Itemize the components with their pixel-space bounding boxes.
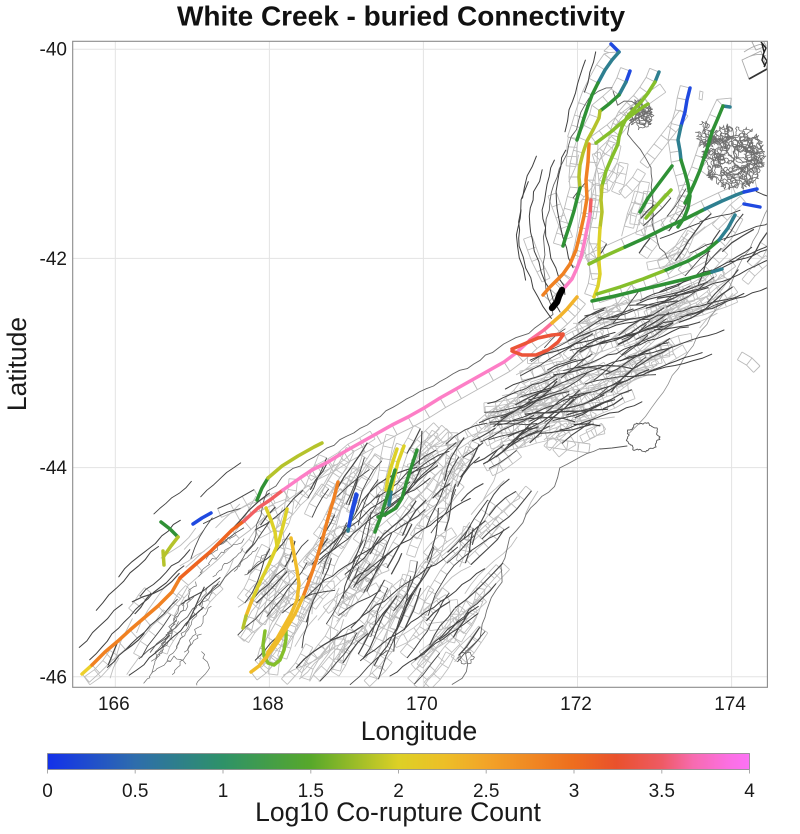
svg-text:3: 3: [569, 781, 580, 802]
svg-text:170: 170: [406, 694, 438, 715]
svg-text:166: 166: [98, 694, 130, 715]
svg-text:1: 1: [218, 781, 229, 802]
svg-text:0.5: 0.5: [122, 781, 148, 802]
svg-text:-40: -40: [40, 40, 67, 61]
svg-text:White Creek - buried Connectiv: White Creek - buried Connectivity: [177, 1, 625, 32]
svg-text:Log10 Co-rupture Count: Log10 Co-rupture Count: [255, 797, 541, 827]
svg-text:174: 174: [714, 694, 746, 715]
svg-text:2: 2: [393, 781, 404, 802]
svg-text:Longitude: Longitude: [361, 716, 477, 746]
svg-text:-46: -46: [40, 667, 67, 688]
svg-text:-42: -42: [40, 249, 67, 270]
svg-text:0: 0: [42, 781, 53, 802]
svg-text:168: 168: [252, 694, 284, 715]
svg-text:3.5: 3.5: [649, 781, 675, 802]
svg-text:2.5: 2.5: [473, 781, 499, 802]
svg-text:Latitude: Latitude: [2, 317, 32, 411]
svg-text:-44: -44: [40, 458, 68, 479]
svg-text:1.5: 1.5: [298, 781, 324, 802]
svg-text:4: 4: [744, 781, 755, 802]
svg-text:172: 172: [560, 694, 592, 715]
